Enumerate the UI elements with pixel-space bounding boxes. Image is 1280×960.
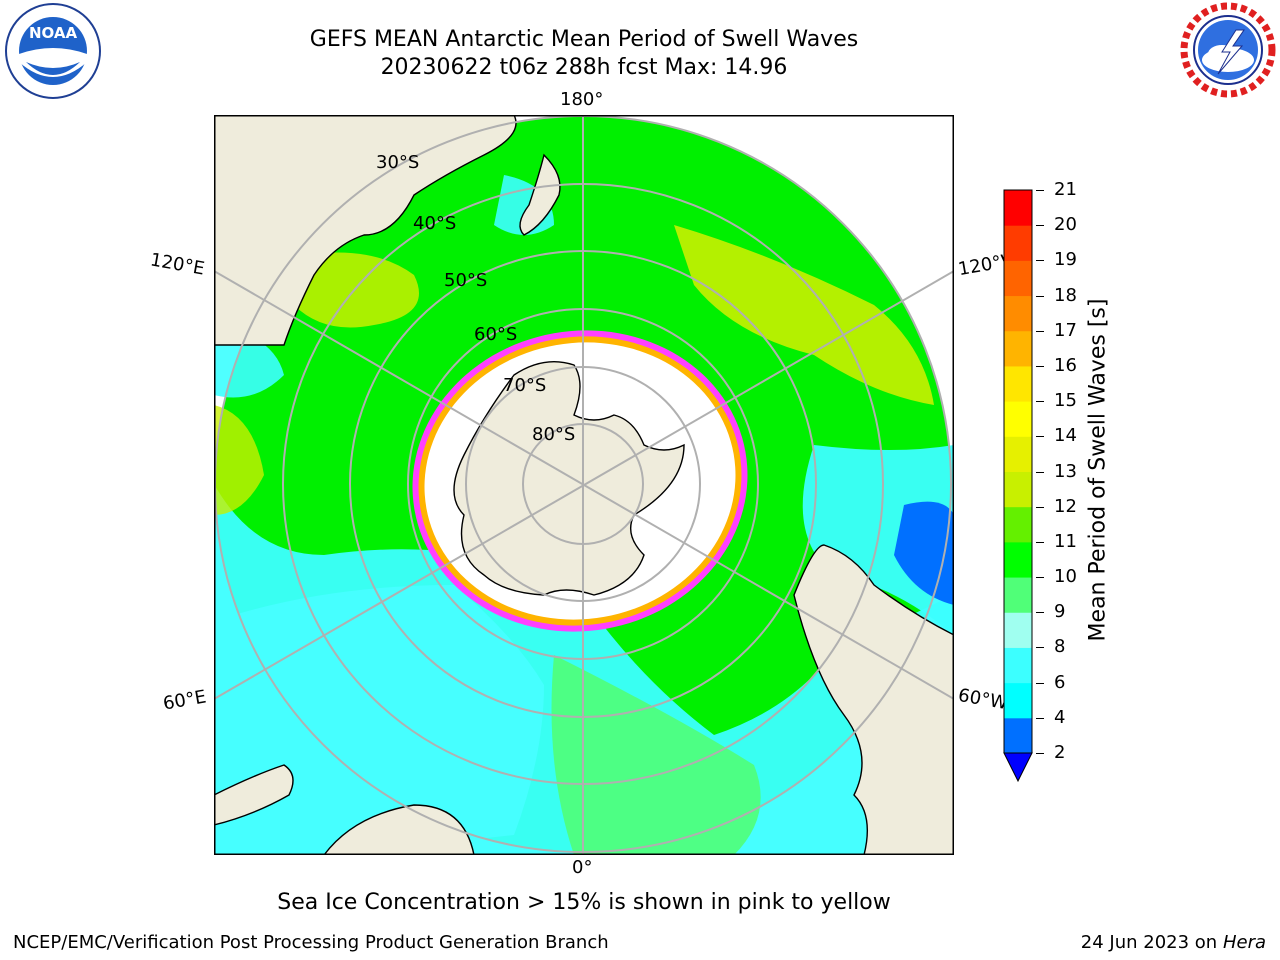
colorbar-tick-11: 11 [1054,530,1077,552]
colorbar-tick-6: 6 [1054,671,1066,693]
antarctic-swell-period-map [214,115,954,855]
swell-field-west-yellow [214,405,264,515]
footer-date: 24 Jun 2023 on Hera [1081,932,1266,953]
colorbar-tick-mark [1036,471,1044,473]
colorbar-label: Mean Period of Swell Waves [s] [1085,298,1111,642]
lat-label-50s: 50°S [444,270,488,291]
swell-field-south-green [551,655,761,855]
colorbar-tick-10: 10 [1054,566,1077,588]
meridian-120e-60w [214,270,954,700]
colorbar-tick-mark [1036,612,1044,614]
colorbar-tick-mark [1036,436,1044,438]
chart-subtitle: 20230622 t06z 288h fcst Max: 14.96 [380,55,788,80]
colorbar-tick-mark [1036,295,1044,297]
lon-label-0: 0° [572,857,593,878]
colorbar [1003,189,1033,783]
colorbar-bin-12-13 [1004,471,1032,508]
colorbar-tick-18: 18 [1054,284,1077,306]
colorbar-tick-mark [1036,682,1044,684]
madagascar [214,764,294,826]
footer-credit: NCEP/EMC/Verification Post Processing Pr… [13,932,609,953]
colorbar-tick-14: 14 [1054,425,1077,447]
colorbar-bin-18-19 [1004,260,1032,297]
colorbar-tick-17: 17 [1054,319,1077,341]
colorbar-tick-15: 15 [1054,390,1077,412]
colorbar-tick-9: 9 [1054,601,1066,623]
lat-label-80s: 80°S [532,424,576,445]
colorbar-tick-mark [1036,365,1044,367]
colorbar-tick-4: 4 [1054,706,1066,728]
colorbar-bin-19-20 [1004,225,1032,261]
noaa-logo: NOAA [5,3,101,99]
lat-label-30s: 30°S [376,152,420,173]
lon-label-60e: 60°E [161,686,208,715]
colorbar-tick-mark [1036,647,1044,649]
colorbar-tick-mark [1036,541,1044,543]
colorbar-tick-mark [1036,330,1044,332]
colorbar-bin-2-4 [1004,717,1032,754]
colorbar-bin-20-21 [1004,190,1032,226]
colorbar-tick-2: 2 [1054,742,1066,763]
australia [214,115,517,346]
colorbar-tick-mark [1036,260,1044,262]
lat-label-70s: 70°S [503,375,547,396]
colorbar-bin-4-6 [1004,682,1032,719]
chart-title: GEFS MEAN Antarctic Mean Period of Swell… [309,27,859,52]
colorbar-tick-mark [1036,225,1044,227]
colorbar-bin-17-18 [1004,295,1032,332]
colorbar-bin-8-9 [1004,612,1032,648]
swell-field-southwest [214,585,544,855]
colorbar-tick-12: 12 [1054,495,1077,517]
colorbar-bin-15-16 [1004,365,1032,402]
colorbar-tick-8: 8 [1054,636,1066,658]
colorbar-tick-13: 13 [1054,460,1077,482]
colorbar-bin-9-10 [1004,577,1032,613]
colorbar-tick-19: 19 [1054,249,1077,271]
colorbar-tick-mark [1036,717,1044,719]
colorbar-tick-16: 16 [1054,354,1077,376]
colorbar-tick-mark [1036,753,1044,754]
map-frame [214,115,954,855]
colorbar-bin-16-17 [1004,330,1032,367]
lon-label-120e: 120°E [148,249,207,280]
sea-ice-note: Sea Ice Concentration > 15% is shown in … [277,890,891,915]
colorbar-tick-mark [1036,401,1044,403]
colorbar-bin-6-8 [1004,647,1032,684]
lat-label-40s: 40°S [413,213,457,234]
swell-field-north-yellow [674,225,934,405]
svg-text:NOAA: NOAA [29,24,78,42]
colorbar-tick-mark [1036,577,1044,579]
africa [323,804,475,855]
lon-label-180: 180° [560,89,604,110]
colorbar-bin-10-11 [1004,541,1032,578]
colorbar-tick-21: 21 [1054,179,1077,200]
nws-logo [1180,2,1276,98]
colorbar-tick-mark [1036,506,1044,508]
footer-date-text: 24 Jun 2023 on [1080,932,1218,953]
footer-machine: Hera [1222,932,1266,953]
colorbar-bin-11-12 [1004,506,1032,543]
colorbar-bin-13-14 [1004,436,1032,472]
colorbar-frame [1003,189,1033,754]
lat-label-60s: 60°S [474,324,518,345]
colorbar-under-triangle [1003,752,1033,783]
south-america [793,544,954,855]
colorbar-bin-14-15 [1004,401,1032,437]
swell-field-northwest-yellow [294,252,419,328]
antarctica [453,360,685,596]
colorbar-tick-mark [1036,190,1044,191]
colorbar-tick-20: 20 [1054,214,1077,236]
